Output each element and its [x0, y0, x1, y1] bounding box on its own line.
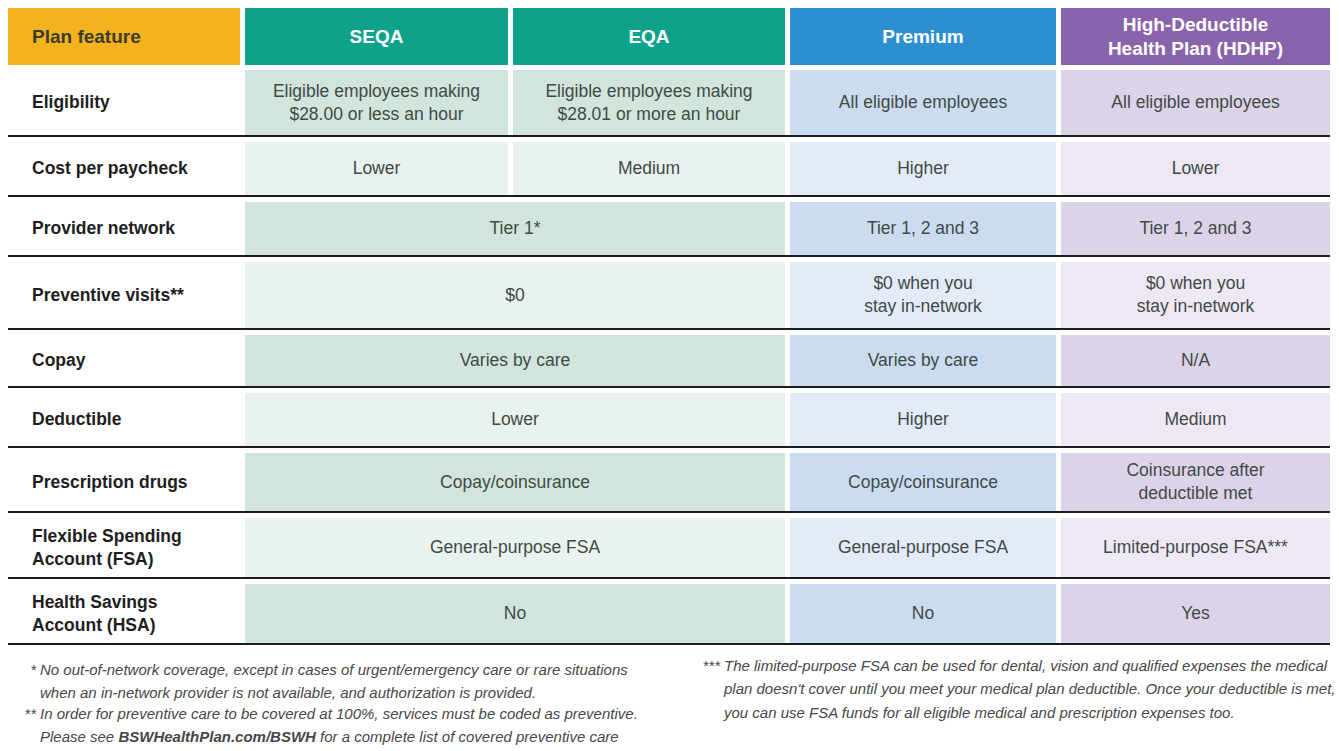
cell-hdhp: Medium: [1061, 393, 1330, 446]
cell-seqa-eqa-merged: $0: [245, 262, 785, 328]
table-row-prescription-drugs: Prescription drugs Copay/coinsurance Cop…: [8, 448, 1330, 513]
header-plan-feature: Plan feature: [8, 8, 240, 65]
cell-eqa: Medium: [513, 142, 785, 195]
row-label: Cost per paycheck: [8, 142, 240, 195]
cell-hdhp: Limited-purpose FSA***: [1061, 518, 1330, 577]
header-seqa: SEQA: [245, 8, 508, 65]
cell-eqa: Eligible employees making $28.01 or more…: [513, 70, 785, 135]
row-label: Provider network: [8, 202, 240, 255]
cell-seqa-eqa-merged: General-purpose FSA: [245, 518, 785, 577]
cell-seqa: Lower: [245, 142, 508, 195]
table-row-copay: Copay Varies by care Varies by care N/A: [8, 330, 1330, 388]
table-header-row: Plan feature SEQA EQA Premium High-Deduc…: [8, 8, 1330, 65]
table-row-preventive-visits: Preventive visits** $0 $0 when you stay …: [8, 257, 1330, 330]
cell-premium: No: [790, 584, 1056, 643]
footnote-text: No out-of-network coverage, except in ca…: [40, 658, 628, 705]
cell-hdhp: Lower: [1061, 142, 1330, 195]
cell-hdhp: N/A: [1061, 335, 1330, 386]
footnote-preventive: ** In order for preventive care to be co…: [18, 702, 678, 751]
cell-premium: $0 when you stay in-network: [790, 262, 1056, 328]
comparison-table: Plan feature SEQA EQA Premium High-Deduc…: [8, 8, 1330, 645]
footnote-url: BSWHealthPlan.com/BSWH: [118, 728, 316, 745]
cell-hdhp: $0 when you stay in-network: [1061, 262, 1330, 328]
cell-premium: General-purpose FSA: [790, 518, 1056, 577]
cell-premium: Higher: [790, 142, 1056, 195]
footnote-marker: *: [18, 658, 40, 705]
footnote-marker: **: [18, 702, 40, 751]
row-label: Eligibility: [8, 70, 240, 135]
footnote-marker: ***: [694, 654, 724, 724]
footnote-network: * No out-of-network coverage, except in …: [18, 658, 662, 705]
row-label: Prescription drugs: [8, 453, 240, 511]
cell-seqa: Eligible employees making $28.00 or less…: [245, 70, 508, 135]
row-label: Flexible Spending Account (FSA): [8, 518, 240, 577]
table-row-provider-network: Provider network Tier 1* Tier 1, 2 and 3…: [8, 197, 1330, 257]
cell-premium: Varies by care: [790, 335, 1056, 386]
footnote-limited-fsa: *** The limited-purpose FSA can be used …: [694, 654, 1339, 724]
table-row-cost-per-paycheck: Cost per paycheck Lower Medium Higher Lo…: [8, 137, 1330, 197]
cell-seqa-eqa-merged: No: [245, 584, 785, 643]
table-row-deductible: Deductible Lower Higher Medium: [8, 388, 1330, 448]
row-label: Preventive visits**: [8, 262, 240, 328]
cell-hdhp: Coinsurance after deductible met: [1061, 453, 1330, 511]
cell-premium: Copay/coinsurance: [790, 453, 1056, 511]
header-hdhp: High-Deductible Health Plan (HDHP): [1061, 8, 1330, 65]
cell-premium: Tier 1, 2 and 3: [790, 202, 1056, 255]
cell-seqa-eqa-merged: Lower: [245, 393, 785, 446]
footnote-text: The limited-purpose FSA can be used for …: [724, 654, 1336, 724]
cell-hdhp: Tier 1, 2 and 3: [1061, 202, 1330, 255]
cell-premium: Higher: [790, 393, 1056, 446]
benefits-comparison-page: Plan feature SEQA EQA Premium High-Deduc…: [0, 0, 1339, 751]
row-label: Copay: [8, 335, 240, 386]
row-label: Health Savings Account (HSA): [8, 584, 240, 643]
row-label: Deductible: [8, 393, 240, 446]
table-row-fsa: Flexible Spending Account (FSA) General-…: [8, 513, 1330, 579]
header-premium: Premium: [790, 8, 1056, 65]
header-eqa: EQA: [513, 8, 785, 65]
cell-seqa-eqa-merged: Copay/coinsurance: [245, 453, 785, 511]
cell-seqa-eqa-merged: Tier 1*: [245, 202, 785, 255]
cell-premium: All eligible employees: [790, 70, 1056, 135]
cell-hdhp: All eligible employees: [1061, 70, 1330, 135]
table-row-eligibility: Eligibility Eligible employees making $2…: [8, 65, 1330, 137]
cell-seqa-eqa-merged: Varies by care: [245, 335, 785, 386]
footnote-text: In order for preventive care to be cover…: [40, 702, 678, 751]
table-row-hsa: Health Savings Account (HSA) No No Yes: [8, 579, 1330, 645]
cell-hdhp: Yes: [1061, 584, 1330, 643]
